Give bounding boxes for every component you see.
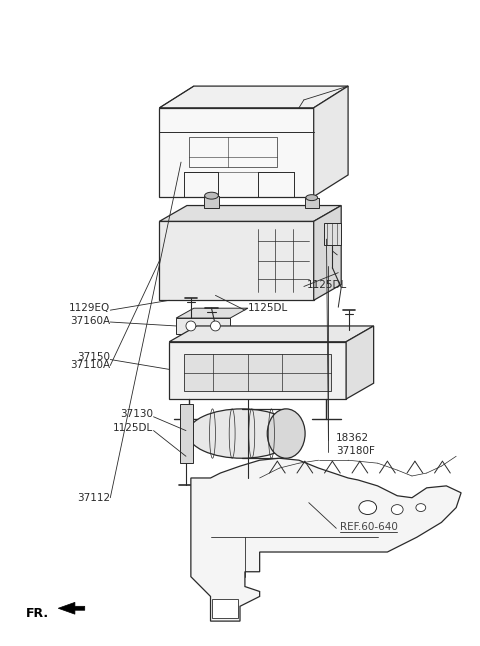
Text: 1125DL: 1125DL: [307, 280, 347, 289]
Ellipse shape: [204, 193, 218, 199]
Polygon shape: [324, 224, 341, 245]
Ellipse shape: [306, 194, 318, 201]
Polygon shape: [176, 308, 248, 318]
Polygon shape: [204, 196, 219, 207]
Polygon shape: [305, 198, 319, 207]
Text: 1125DL: 1125DL: [248, 303, 288, 313]
Polygon shape: [58, 602, 85, 614]
Ellipse shape: [188, 409, 296, 458]
Text: FR.: FR.: [26, 607, 49, 620]
Polygon shape: [180, 404, 193, 463]
Polygon shape: [169, 326, 373, 342]
Text: 37160A: 37160A: [70, 316, 110, 326]
Ellipse shape: [391, 505, 403, 514]
Ellipse shape: [267, 409, 305, 458]
Text: 37130: 37130: [120, 409, 154, 419]
Text: 1129EQ: 1129EQ: [69, 303, 110, 313]
Polygon shape: [213, 599, 238, 618]
Ellipse shape: [416, 504, 426, 512]
Polygon shape: [314, 205, 341, 300]
Polygon shape: [159, 108, 314, 196]
Ellipse shape: [359, 501, 377, 514]
Ellipse shape: [211, 321, 220, 331]
Text: 37112: 37112: [77, 493, 110, 503]
Polygon shape: [346, 326, 373, 399]
Ellipse shape: [186, 321, 196, 331]
Polygon shape: [184, 353, 331, 391]
Polygon shape: [176, 318, 230, 334]
Polygon shape: [159, 205, 341, 222]
Polygon shape: [159, 222, 314, 300]
Text: 37110A: 37110A: [70, 360, 110, 370]
Text: 37180F: 37180F: [336, 446, 375, 456]
Polygon shape: [169, 342, 346, 399]
Text: 1125DL: 1125DL: [113, 422, 154, 433]
Text: REF.60-640: REF.60-640: [340, 523, 398, 532]
Polygon shape: [159, 86, 348, 108]
Text: 37150: 37150: [77, 351, 110, 362]
Polygon shape: [191, 458, 461, 621]
Text: 18362: 18362: [336, 433, 370, 444]
Polygon shape: [314, 86, 348, 196]
